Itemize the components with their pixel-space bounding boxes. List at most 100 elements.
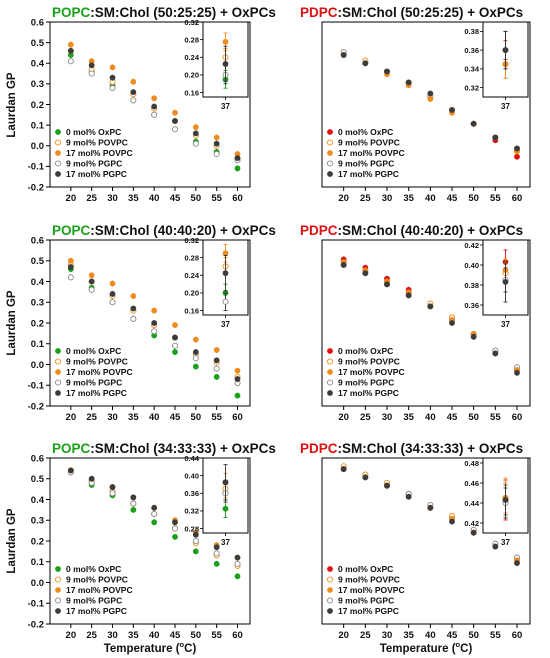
data-point [67, 264, 74, 270]
x-tick-label: 50 [468, 630, 479, 641]
x-tick-label: 40 [425, 412, 436, 423]
x-tick-label: 20 [66, 412, 77, 423]
inset-y-tick-label: 0.32 [464, 83, 479, 92]
x-tick-label: 30 [107, 630, 118, 641]
data-point [470, 529, 477, 536]
data-point [213, 374, 220, 380]
x-tick-label: 20 [66, 630, 77, 641]
legend-marker [327, 171, 333, 177]
x-axis-label: Temperature (oC) [380, 640, 473, 655]
x-axis-label-main: Temperature ( [104, 643, 180, 655]
legend-label: 17 mol% POVPC [66, 585, 133, 595]
data-point [405, 493, 412, 500]
data-point [213, 347, 220, 353]
inset: 0.42 0.44 0.46 0.48 37 [464, 457, 529, 547]
x-tick-label: 55 [490, 193, 501, 204]
data-point [427, 504, 434, 511]
chart-title-rest: :SM:Chol (50:25:25) + OxPCs [338, 5, 524, 20]
plot-frame [321, 21, 531, 188]
data-point [67, 257, 74, 264]
y-tick-label: -0.1 [28, 381, 45, 392]
inset-y-tick-label: 0.36 [464, 46, 479, 55]
legend-label: 9 mol% PGPC [338, 596, 394, 606]
y-tick-label: 0.2 [31, 536, 44, 547]
inset-y-tick-label: 0.42 [464, 519, 479, 528]
legend-marker [326, 160, 334, 167]
y-tick-label: 0.5 [31, 256, 45, 267]
x-axis-label-degree: o [456, 640, 461, 649]
inset-y-tick-label: 0.16 [184, 88, 199, 97]
data-point [171, 525, 179, 532]
y-tick-label: 0.1 [31, 120, 45, 131]
legend-marker [326, 139, 334, 146]
y-tick-label: 0.6 [31, 453, 44, 464]
legend-marker [55, 587, 61, 593]
x-tick-label: 25 [360, 412, 371, 423]
y-tick-label: 0.3 [31, 79, 44, 90]
data-point [427, 90, 434, 97]
data-point [384, 482, 390, 489]
data-point [514, 560, 520, 567]
legend-label: 0 mol% OxPC [66, 127, 121, 137]
legend-label: 17 mol% POVPC [338, 367, 405, 377]
data-point [492, 134, 499, 141]
x-tick-label: 35 [128, 412, 139, 423]
inset-data-point [502, 47, 509, 54]
legend-marker [326, 379, 334, 386]
legend-marker [54, 160, 62, 167]
y-tick-label: 0.1 [31, 557, 45, 568]
inset-y-tick-label: 0.46 [464, 479, 479, 488]
x-tick-label: 55 [211, 193, 222, 204]
legend-label: 9 mol% POVPC [66, 138, 128, 148]
inset-y-tick-label: 0.34 [464, 65, 479, 74]
data-point [405, 79, 412, 86]
x-tick-label: 55 [211, 630, 222, 641]
chart-title-lipid: PDPC [300, 5, 338, 20]
data-point [88, 70, 95, 77]
data-point [67, 47, 74, 54]
legend-label: 17 mol% POVPC [66, 148, 133, 158]
data-point [172, 334, 178, 341]
inset-y-tick-label: 0.44 [184, 454, 199, 463]
inset-y-tick-label: 0.28 [184, 35, 199, 44]
x-axis-label-degree: o [180, 640, 185, 649]
data-point [514, 369, 520, 376]
legend-label: 17 mol% POVPC [338, 585, 405, 595]
data-point [192, 355, 199, 362]
inset-y-tick-label: 0.28 [184, 524, 199, 533]
data-point [172, 118, 178, 124]
chart-title: POPC:SM:Chol (40:40:20) + OxPCs [52, 223, 276, 238]
x-tick-label: 40 [149, 630, 160, 641]
data-point [171, 126, 179, 133]
data-point [151, 320, 158, 326]
legend-marker [326, 597, 334, 604]
data-point [213, 140, 220, 147]
inset-data-point [222, 505, 229, 512]
data-point [192, 130, 199, 137]
data-point [340, 52, 347, 58]
y-tick-label: 0.2 [31, 318, 44, 329]
x-tick-label: 45 [447, 630, 458, 641]
x-tick-label: 60 [232, 193, 243, 204]
data-point [470, 120, 477, 127]
legend-marker [55, 390, 61, 396]
y-tick-label: 0.5 [31, 474, 45, 485]
x-tick-label: 35 [128, 630, 139, 641]
legend-label: 9 mol% PGPC [338, 159, 394, 169]
data-point [213, 357, 220, 364]
legend-marker [54, 576, 62, 583]
y-tick-label: 0.6 [31, 17, 44, 28]
data-point [109, 484, 116, 490]
legend-marker [327, 587, 333, 593]
legend-marker [55, 566, 61, 572]
inset-x-tick-label: 37 [501, 102, 510, 111]
x-tick-label: 20 [66, 193, 77, 204]
data-point [449, 518, 455, 525]
legend-label: 9 mol% POVPC [338, 575, 400, 585]
legend-marker [54, 597, 62, 604]
legend-marker [327, 129, 333, 135]
data-point [172, 519, 178, 526]
y-tick-label: -0.2 [28, 182, 44, 193]
inset-x-tick-label: 37 [501, 320, 510, 329]
legend-label: 9 mol% POVPC [338, 138, 400, 148]
